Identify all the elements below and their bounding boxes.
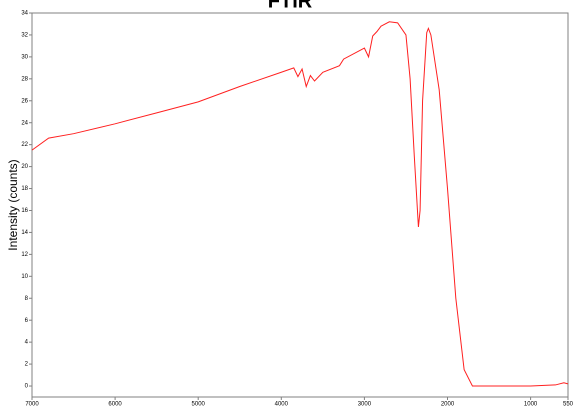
x-tick-label: 4000	[275, 402, 289, 408]
x-tick-label: 2000	[441, 402, 455, 408]
plot-frame	[31, 12, 569, 398]
y-tick-label: 16	[21, 208, 28, 214]
x-tick-label: 3000	[358, 402, 372, 408]
y-tick-label: 12	[21, 252, 28, 258]
y-axis-label: Intensity (counts)	[6, 159, 20, 250]
y-tick-label: 34	[21, 11, 28, 17]
y-tick-label: 20	[21, 164, 28, 170]
y-tick-label: 8	[25, 296, 29, 302]
y-tick-label: 22	[21, 142, 28, 148]
y-tick-label: 14	[21, 230, 28, 236]
y-tick-label: 24	[21, 120, 28, 126]
y-tick-label: 30	[21, 54, 28, 60]
y-tick-label: 18	[21, 186, 28, 192]
spectrum-line	[31, 21, 569, 387]
x-tick-label: 5000	[192, 402, 206, 408]
y-tick-label: 28	[21, 76, 28, 82]
y-tick-label: 10	[21, 274, 28, 280]
chart-title: FTIR	[268, 0, 313, 12]
y-tick-label: 26	[21, 98, 28, 104]
x-tick-label: 6000	[108, 402, 122, 408]
x-tick-label: 1000	[524, 402, 538, 408]
y-tick-label: 2	[25, 362, 29, 368]
x-tick-label: 7000	[25, 402, 39, 408]
x-tick-label: 550	[563, 402, 573, 408]
y-tick-label: 32	[21, 33, 28, 39]
y-tick-label: 6	[25, 318, 29, 324]
y-tick-label: 0	[25, 384, 29, 390]
y-tick-label: 4	[25, 340, 29, 346]
